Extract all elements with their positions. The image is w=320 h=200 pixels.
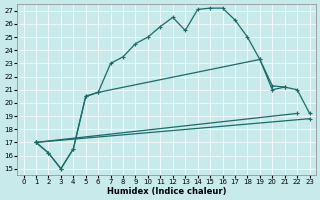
- X-axis label: Humidex (Indice chaleur): Humidex (Indice chaleur): [107, 187, 226, 196]
